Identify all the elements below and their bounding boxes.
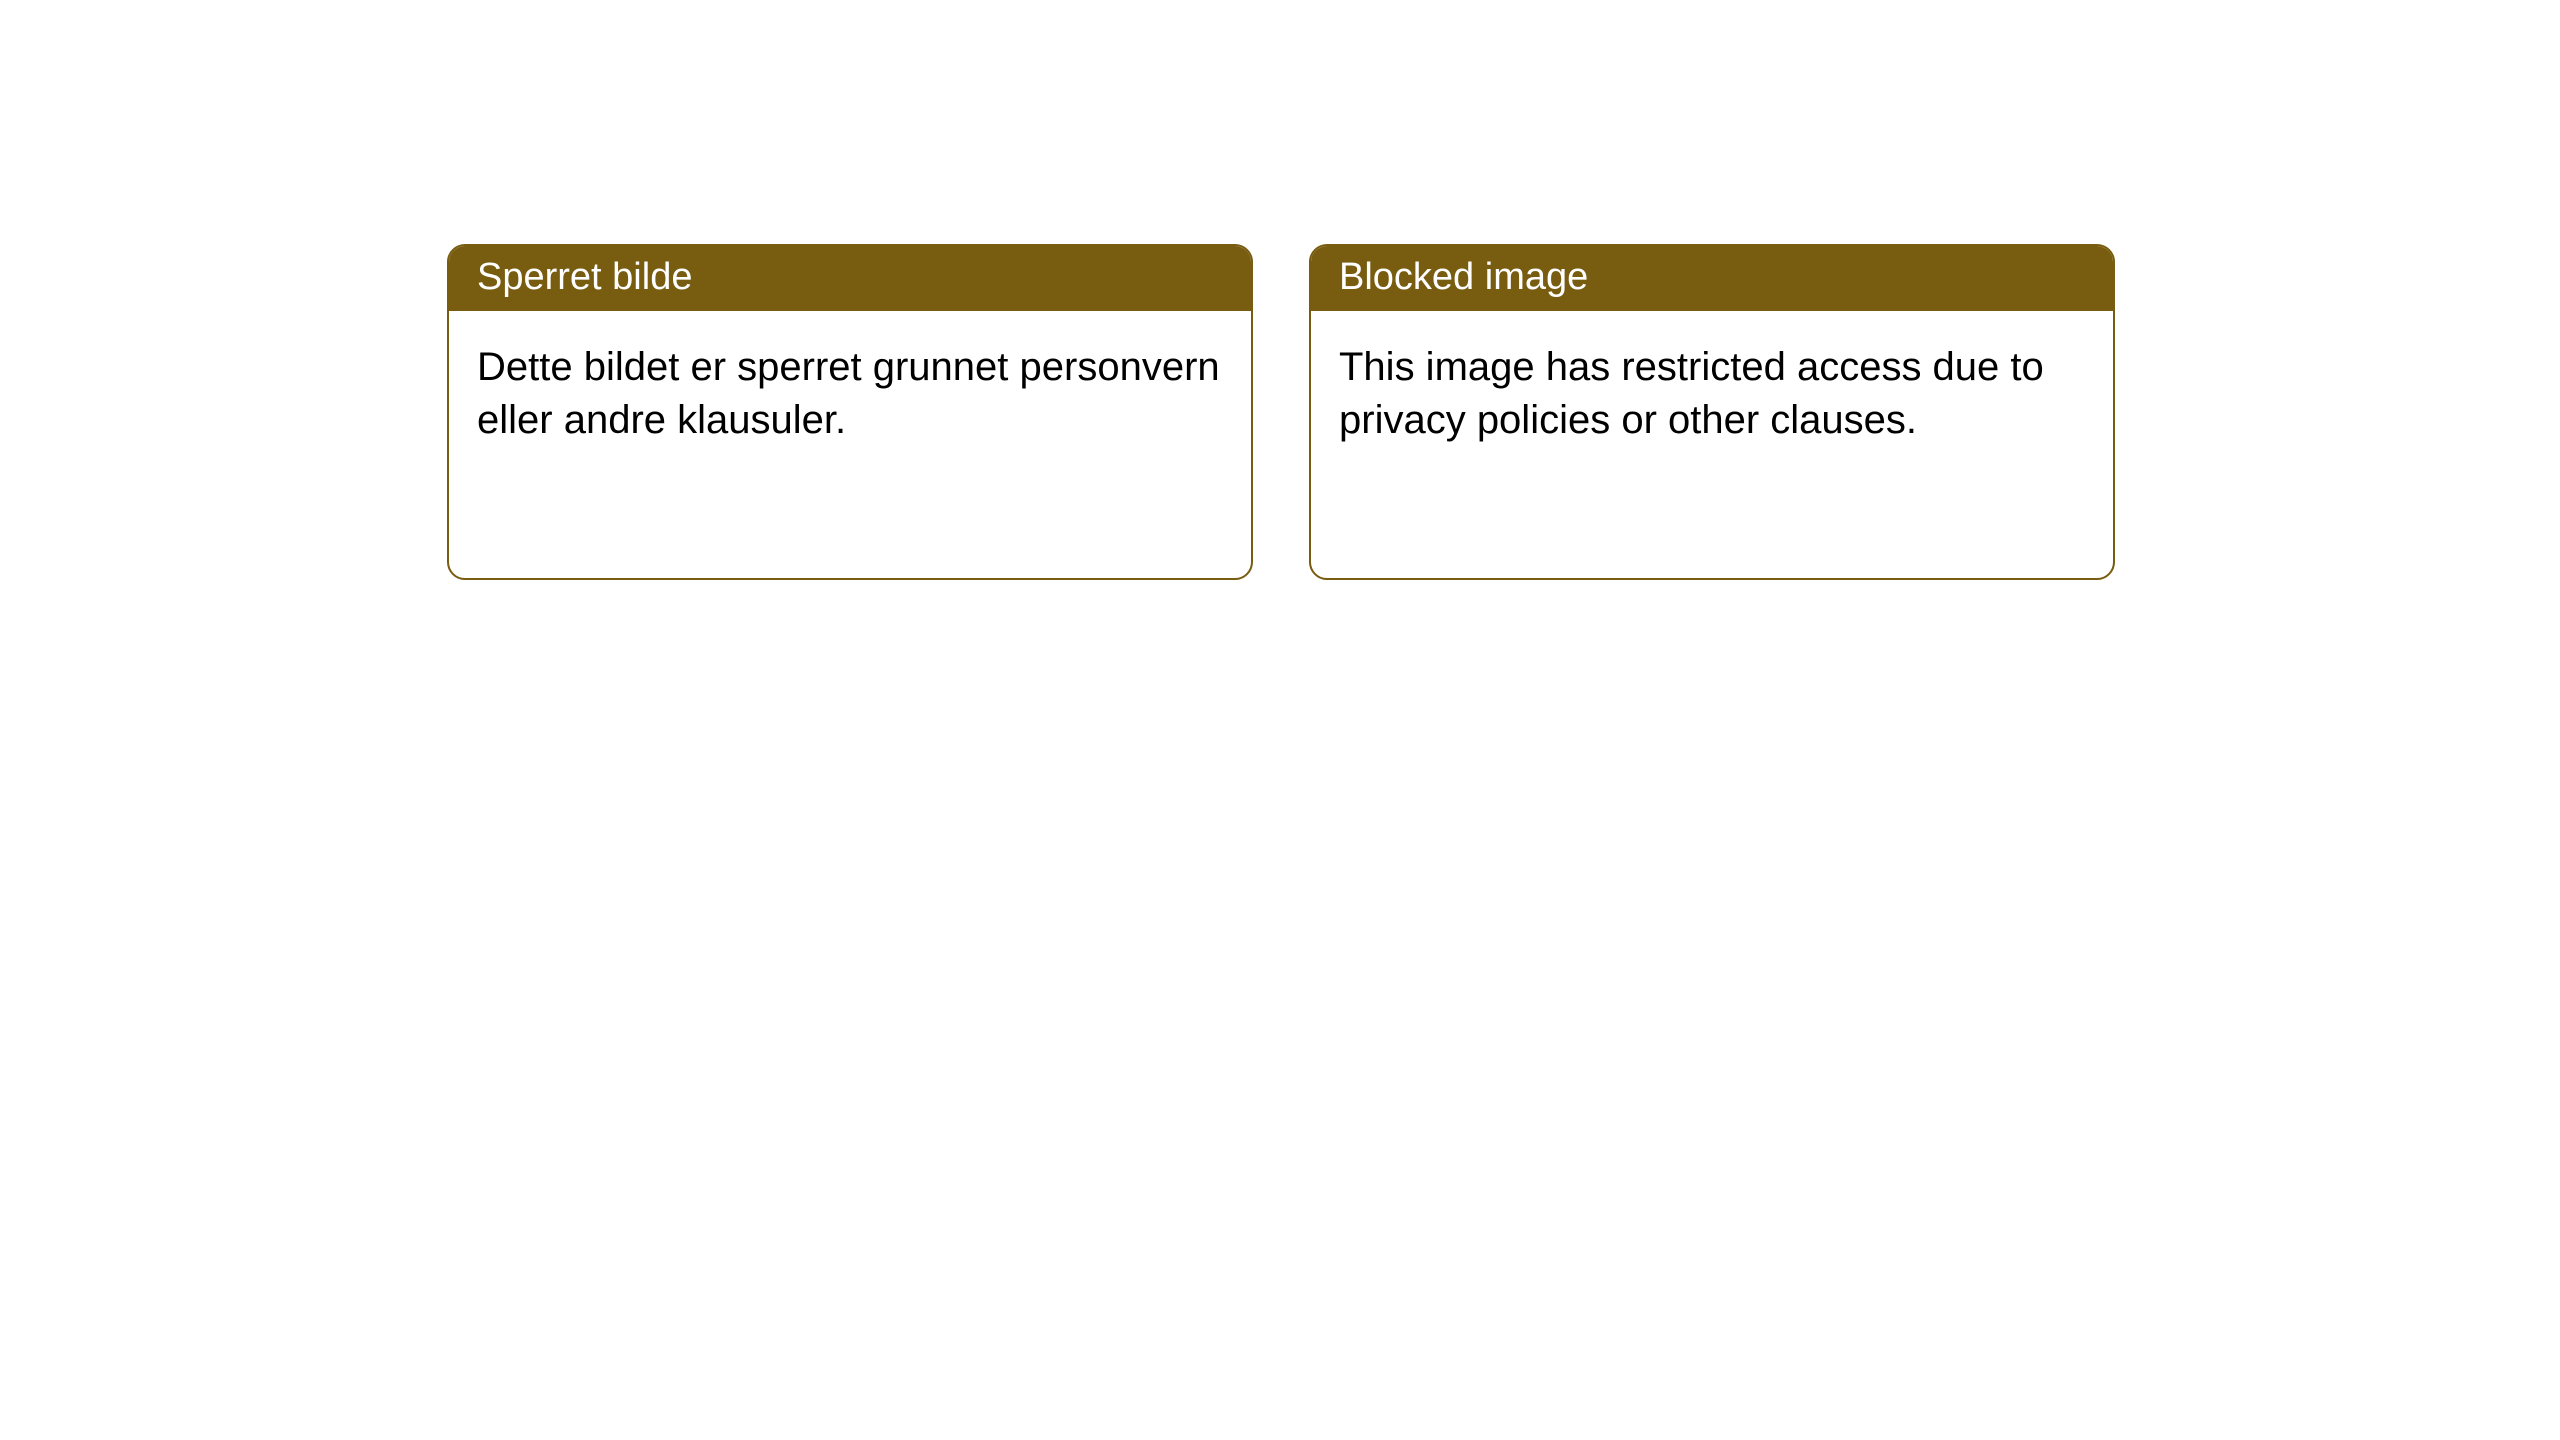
notice-card-body-text: This image has restricted access due to …	[1339, 345, 2044, 442]
notice-card-header-text: Blocked image	[1339, 256, 1588, 298]
notice-card-body-text: Dette bildet er sperret grunnet personve…	[477, 345, 1220, 442]
notice-card-header: Sperret bilde	[449, 246, 1251, 311]
notice-card-header-text: Sperret bilde	[477, 256, 692, 298]
notice-card-norwegian: Sperret bilde Dette bildet er sperret gr…	[447, 244, 1253, 580]
notice-card-header: Blocked image	[1311, 246, 2113, 311]
notice-card-body: Dette bildet er sperret grunnet personve…	[449, 311, 1251, 477]
notice-cards-container: Sperret bilde Dette bildet er sperret gr…	[447, 244, 2115, 580]
notice-card-body: This image has restricted access due to …	[1311, 311, 2113, 477]
notice-card-english: Blocked image This image has restricted …	[1309, 244, 2115, 580]
